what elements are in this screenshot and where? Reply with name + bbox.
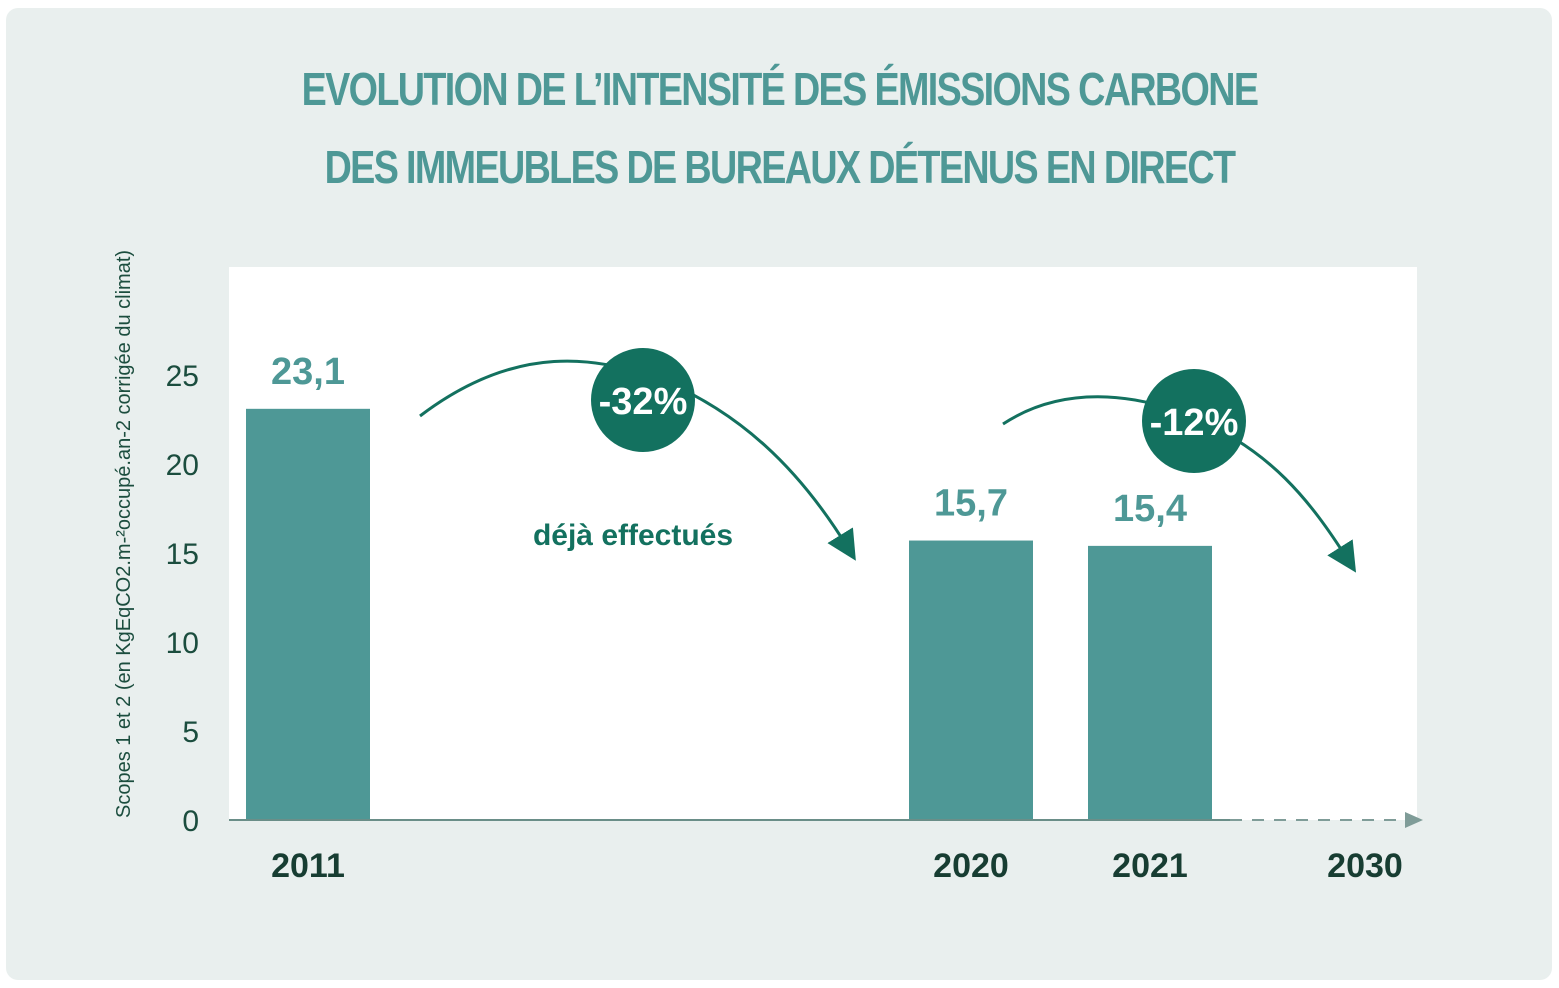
y-tick-label: 5 [182,716,199,749]
y-tick-label: 15 [166,538,199,571]
bar-2020 [909,540,1033,820]
x-tick-2021: 2021 [1112,847,1188,885]
x-tick-2020: 2020 [933,847,1009,885]
value-label-2021: 15,4 [1113,488,1187,530]
y-tick-label: 0 [182,805,199,838]
x-tick-2030: 2030 [1327,847,1403,885]
bar-2011 [246,408,370,820]
y-axis-label: Scopes 1 et 2 (en KgEqCO2.m-²occupé.an-2… [113,250,135,818]
value-label-2020: 15,7 [934,483,1008,525]
bars [246,408,1212,820]
badge-minus-12-text: -12% [1150,402,1239,444]
value-labels: 23,1 15,7 15,4 [271,351,1187,530]
badge-minus-32 [591,348,695,452]
badge-minus-32-text: -32% [599,381,688,423]
value-label-2011: 23,1 [271,351,345,393]
badge-minus-12 [1142,369,1246,473]
x-ticks: 2011 2020 2021 2030 [271,847,1403,885]
x-tick-2011: 2011 [271,847,345,885]
y-tick-label: 20 [166,449,199,482]
y-tick-label: 10 [166,627,199,660]
y-ticks: 0 5 10 15 20 25 [166,360,199,838]
y-tick-label: 25 [166,360,199,393]
chart-title-line2: DES IMMEUBLES DE BUREAUX DÉTENUS EN DIRE… [324,141,1236,193]
bar-2021 [1088,545,1212,820]
plot-area [229,267,1417,820]
annotation-note: déjà effectués [533,519,733,552]
chart-title-line1: EVOLUTION DE L’INTENSITÉ DES ÉMISSIONS C… [301,63,1259,115]
